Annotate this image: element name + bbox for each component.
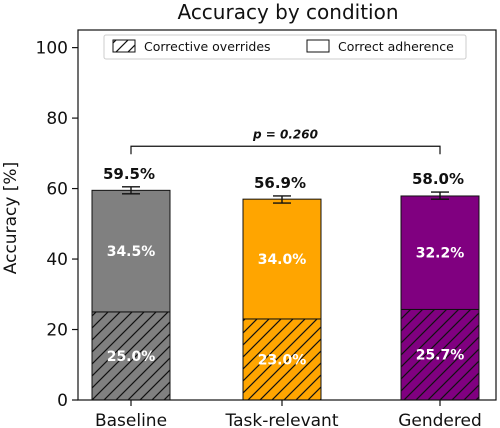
- segment-label-correct-adherence: 34.0%: [258, 252, 307, 268]
- chart-title: Accuracy by condition: [177, 0, 398, 24]
- bar-segment-correct-adherence: [400, 195, 480, 310]
- bar-hatch-overlay: [400, 308, 480, 401]
- x-tick-label: Task-relevant: [225, 411, 339, 428]
- y-tick-label: 0: [57, 391, 68, 411]
- legend-label-corrective-overrides: Corrective overrides: [144, 39, 271, 54]
- y-tick-label: 40: [46, 250, 68, 270]
- segment-label-correct-adherence: 32.2%: [416, 246, 465, 262]
- y-tick-label: 100: [36, 39, 68, 59]
- total-label: 56.9%: [254, 174, 306, 192]
- legend: Corrective overrides Correct adherence: [103, 34, 467, 60]
- segment-label-corrective-overrides: 23.0%: [258, 352, 307, 368]
- y-axis-label: Accuracy [%]: [1, 162, 21, 274]
- bar-hatch-overlay: [91, 311, 171, 401]
- legend-swatch-hatched: [112, 39, 136, 53]
- legend-label-correct-adherence: Correct adherence: [338, 39, 454, 54]
- plot-frame: [77, 29, 497, 401]
- bar-segment-correct-adherence: [242, 198, 322, 320]
- segment-label-corrective-overrides: 25.7%: [416, 348, 465, 364]
- segment-label-corrective-overrides: 25.0%: [107, 349, 156, 365]
- significance-bracket: [130, 145, 441, 155]
- bar-segment-correct-adherence: [91, 189, 171, 313]
- x-tick-label: Gendered: [398, 411, 482, 428]
- p-value-label: p = 0.260: [252, 127, 318, 141]
- segment-label-correct-adherence: 34.5%: [107, 244, 156, 260]
- y-tick-label: 60: [46, 180, 68, 200]
- x-tick-label: Baseline: [95, 411, 167, 428]
- legend-box: [103, 34, 467, 60]
- legend-swatch-solid: [306, 39, 330, 53]
- total-label: 58.0%: [412, 170, 464, 188]
- y-tick-label: 80: [46, 109, 68, 129]
- y-tick-label: 20: [46, 321, 68, 341]
- total-label: 59.5%: [103, 165, 155, 183]
